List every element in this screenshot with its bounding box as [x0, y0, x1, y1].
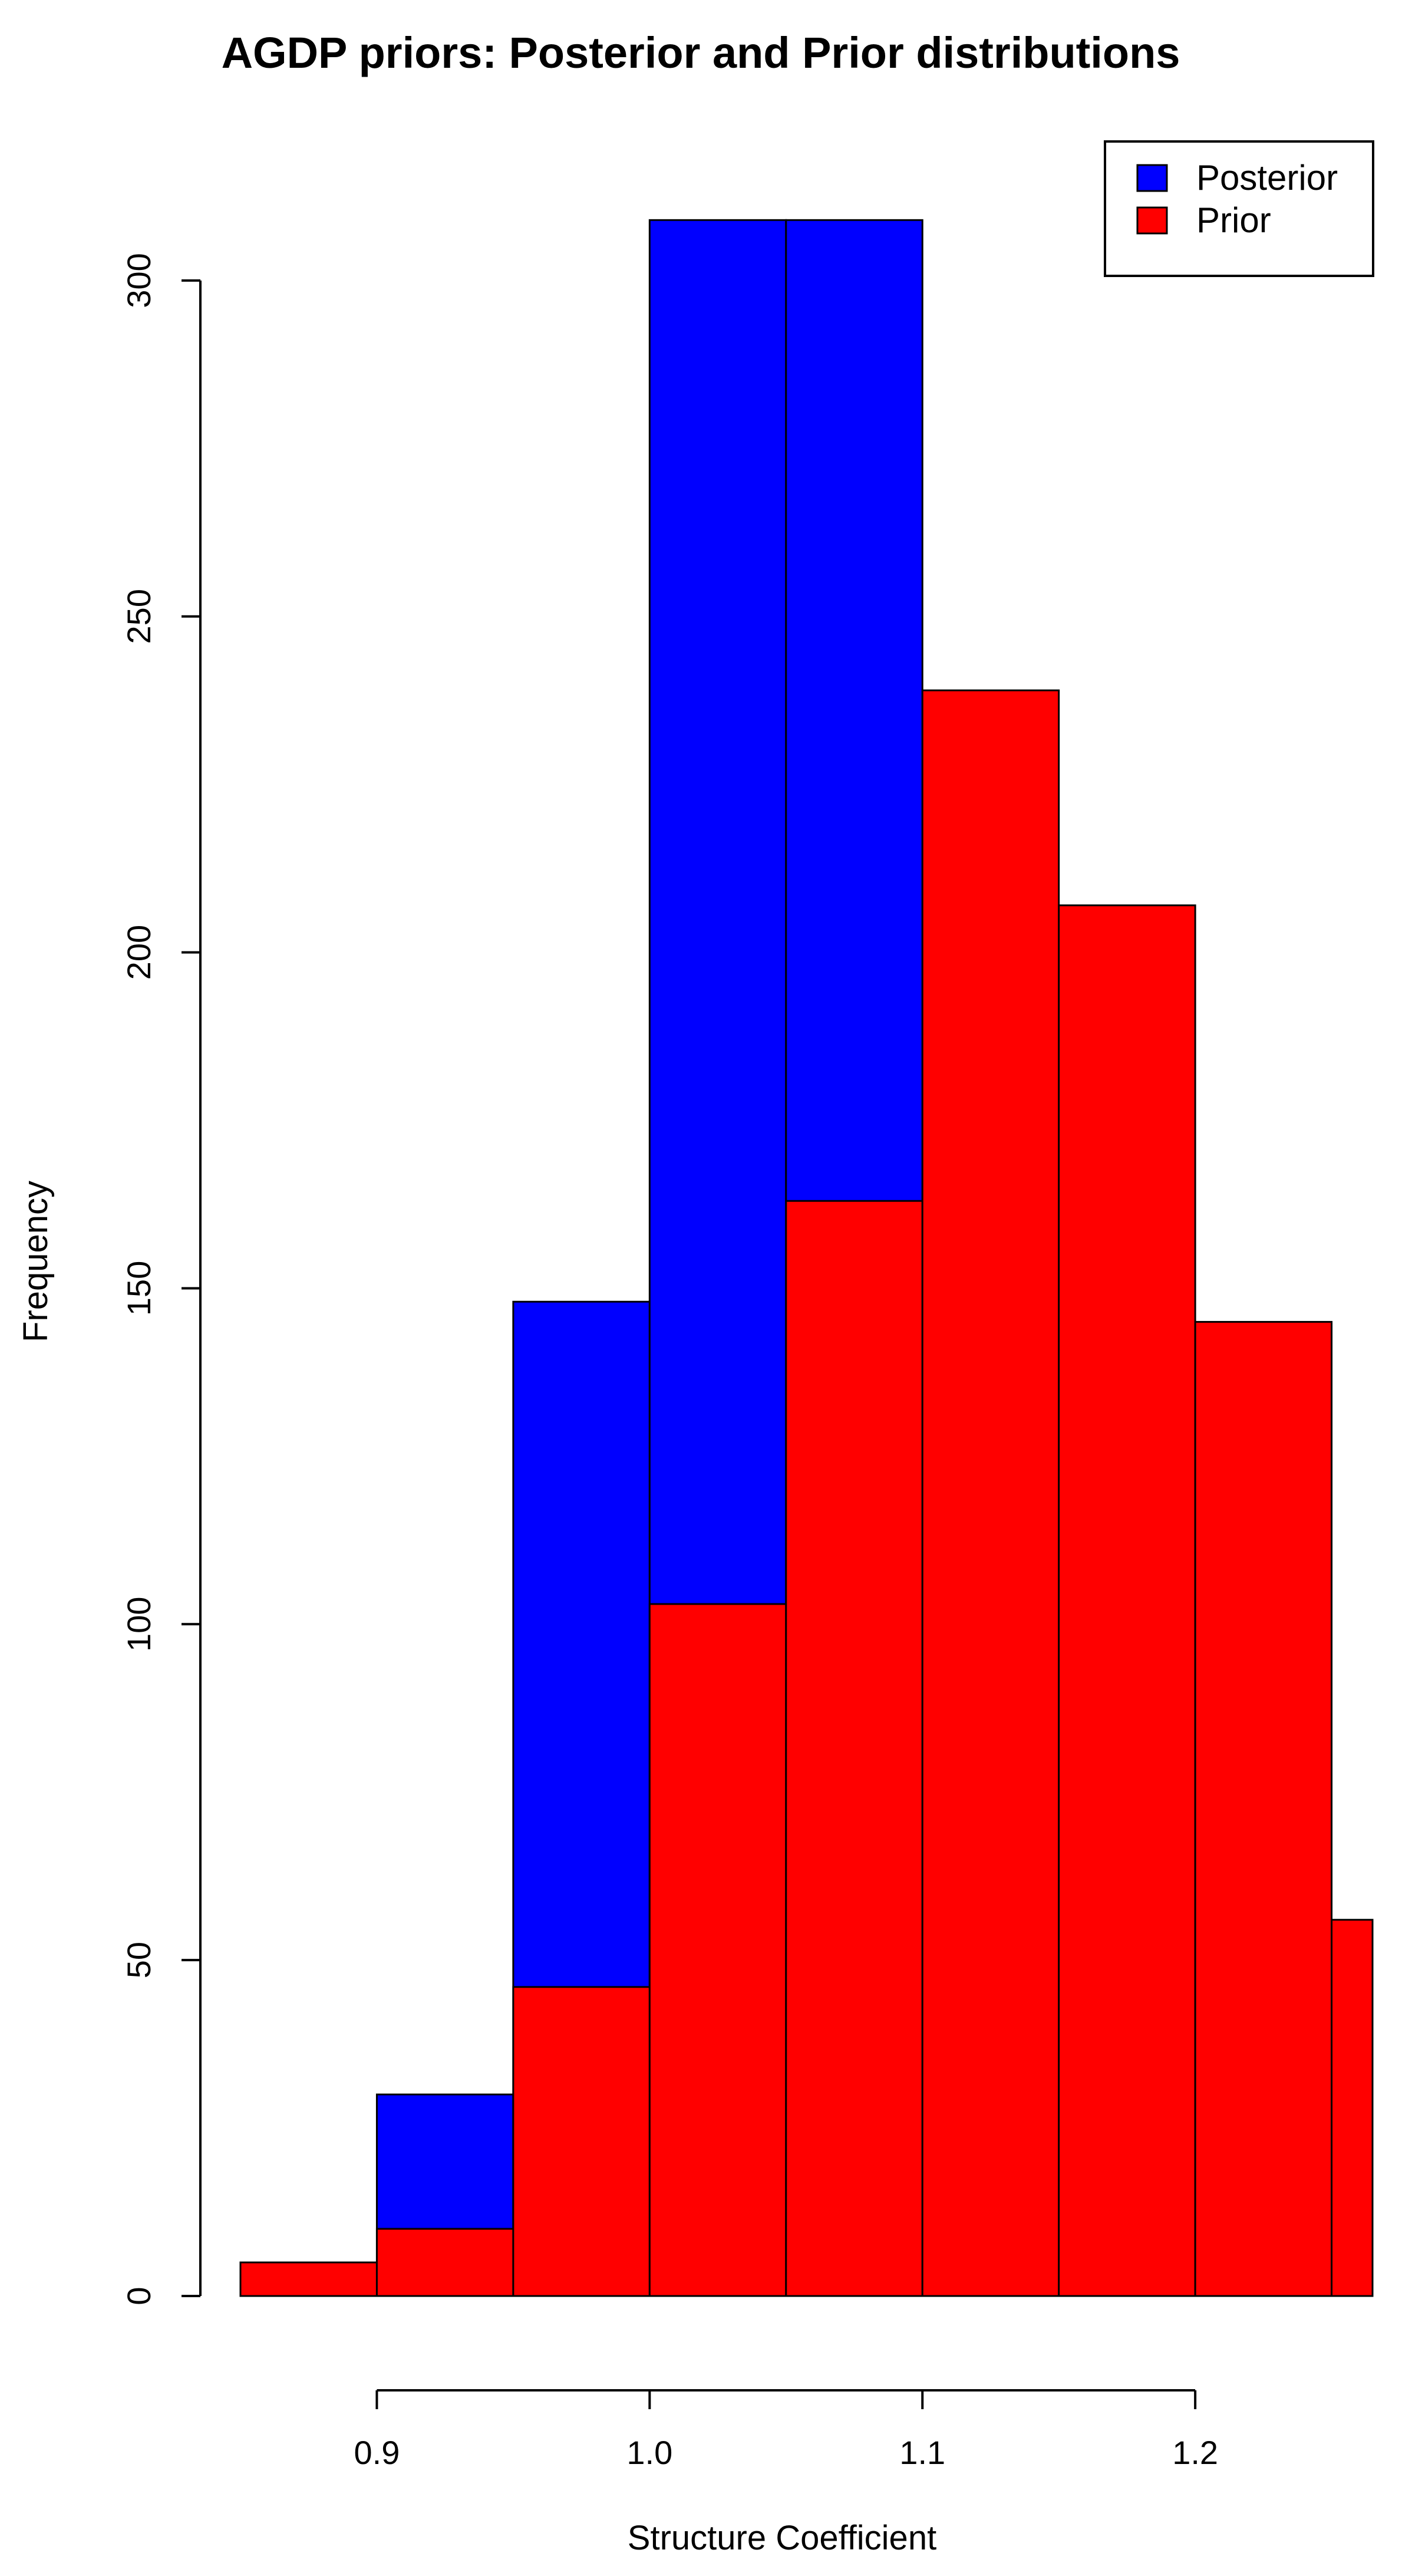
y-tick-label: 0 [120, 2287, 157, 2305]
x-axis: 0.9 1.0 1.1 1.2 [354, 2389, 1218, 2471]
bar-prior-6 [1058, 904, 1196, 2297]
y-tick-label: 300 [120, 253, 157, 308]
x-tick-label: 1.0 [626, 2434, 672, 2471]
y-tick-label: 200 [120, 925, 157, 980]
x-tick-label: 0.9 [354, 2434, 400, 2471]
bar-prior-2 [512, 1986, 651, 2297]
chart-title: AGDP priors: Posterior and Prior distrib… [222, 28, 1180, 77]
y-tick-label: 150 [120, 1261, 157, 1316]
legend-swatch-posterior [1136, 164, 1168, 192]
bar-prior-5 [921, 689, 1060, 2297]
bar-prior-7 [1194, 1320, 1333, 2297]
legend-label-prior: Prior [1196, 200, 1271, 240]
y-axis-label: Frequency [17, 1181, 55, 1342]
y-axis: 0 50 100 150 200 250 300 [120, 253, 202, 2305]
x-tick-label: 1.1 [899, 2434, 945, 2471]
bar-prior-4 [785, 1200, 923, 2297]
x-tick-label: 1.2 [1172, 2434, 1218, 2471]
x-axis-label: Structure Coefficient [628, 2519, 936, 2557]
bars-layer [239, 219, 1374, 2297]
bar-prior-0 [239, 2261, 378, 2297]
y-tick-label: 100 [120, 1597, 157, 1652]
bar-prior-8 [1331, 1919, 1374, 2297]
y-tick-label: 250 [120, 589, 157, 644]
bar-prior-3 [648, 1603, 787, 2297]
legend-label-posterior: Posterior [1196, 158, 1338, 197]
y-tick-label: 50 [120, 1942, 157, 1978]
legend-swatch-prior [1136, 206, 1168, 235]
bar-prior-1 [375, 2228, 514, 2297]
